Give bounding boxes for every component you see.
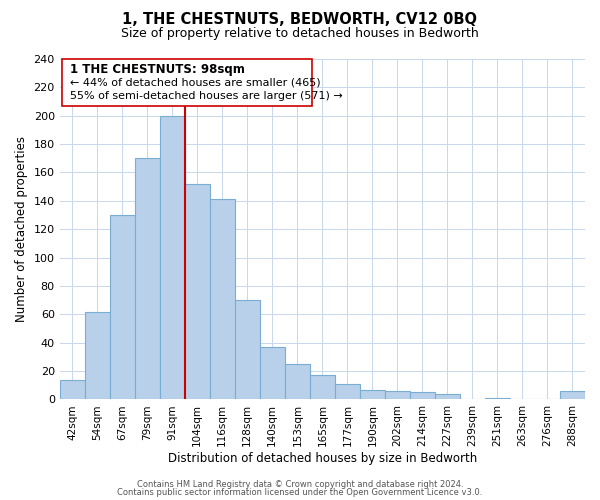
Bar — [335, 384, 360, 400]
Bar — [210, 200, 235, 400]
Bar — [385, 391, 410, 400]
Text: 1, THE CHESTNUTS, BEDWORTH, CV12 0BQ: 1, THE CHESTNUTS, BEDWORTH, CV12 0BQ — [122, 12, 478, 28]
X-axis label: Distribution of detached houses by size in Bedworth: Distribution of detached houses by size … — [168, 452, 477, 465]
Bar — [160, 116, 185, 400]
Text: Contains HM Land Registry data © Crown copyright and database right 2024.: Contains HM Land Registry data © Crown c… — [137, 480, 463, 489]
Bar — [260, 347, 285, 400]
Bar — [310, 376, 335, 400]
Bar — [285, 364, 310, 400]
Bar — [360, 390, 385, 400]
Text: Size of property relative to detached houses in Bedworth: Size of property relative to detached ho… — [121, 28, 479, 40]
Bar — [235, 300, 260, 400]
Bar — [135, 158, 160, 400]
Bar — [435, 394, 460, 400]
Text: 55% of semi-detached houses are larger (571) →: 55% of semi-detached houses are larger (… — [70, 92, 343, 102]
Bar — [85, 312, 110, 400]
Text: Contains public sector information licensed under the Open Government Licence v3: Contains public sector information licen… — [118, 488, 482, 497]
Bar — [110, 215, 135, 400]
Bar — [59, 380, 85, 400]
Text: ← 44% of detached houses are smaller (465): ← 44% of detached houses are smaller (46… — [70, 78, 320, 88]
Bar — [560, 391, 585, 400]
Bar — [410, 392, 435, 400]
Text: 1 THE CHESTNUTS: 98sqm: 1 THE CHESTNUTS: 98sqm — [70, 63, 245, 76]
Bar — [185, 184, 210, 400]
Y-axis label: Number of detached properties: Number of detached properties — [15, 136, 28, 322]
Bar — [485, 398, 510, 400]
FancyBboxPatch shape — [62, 59, 313, 106]
